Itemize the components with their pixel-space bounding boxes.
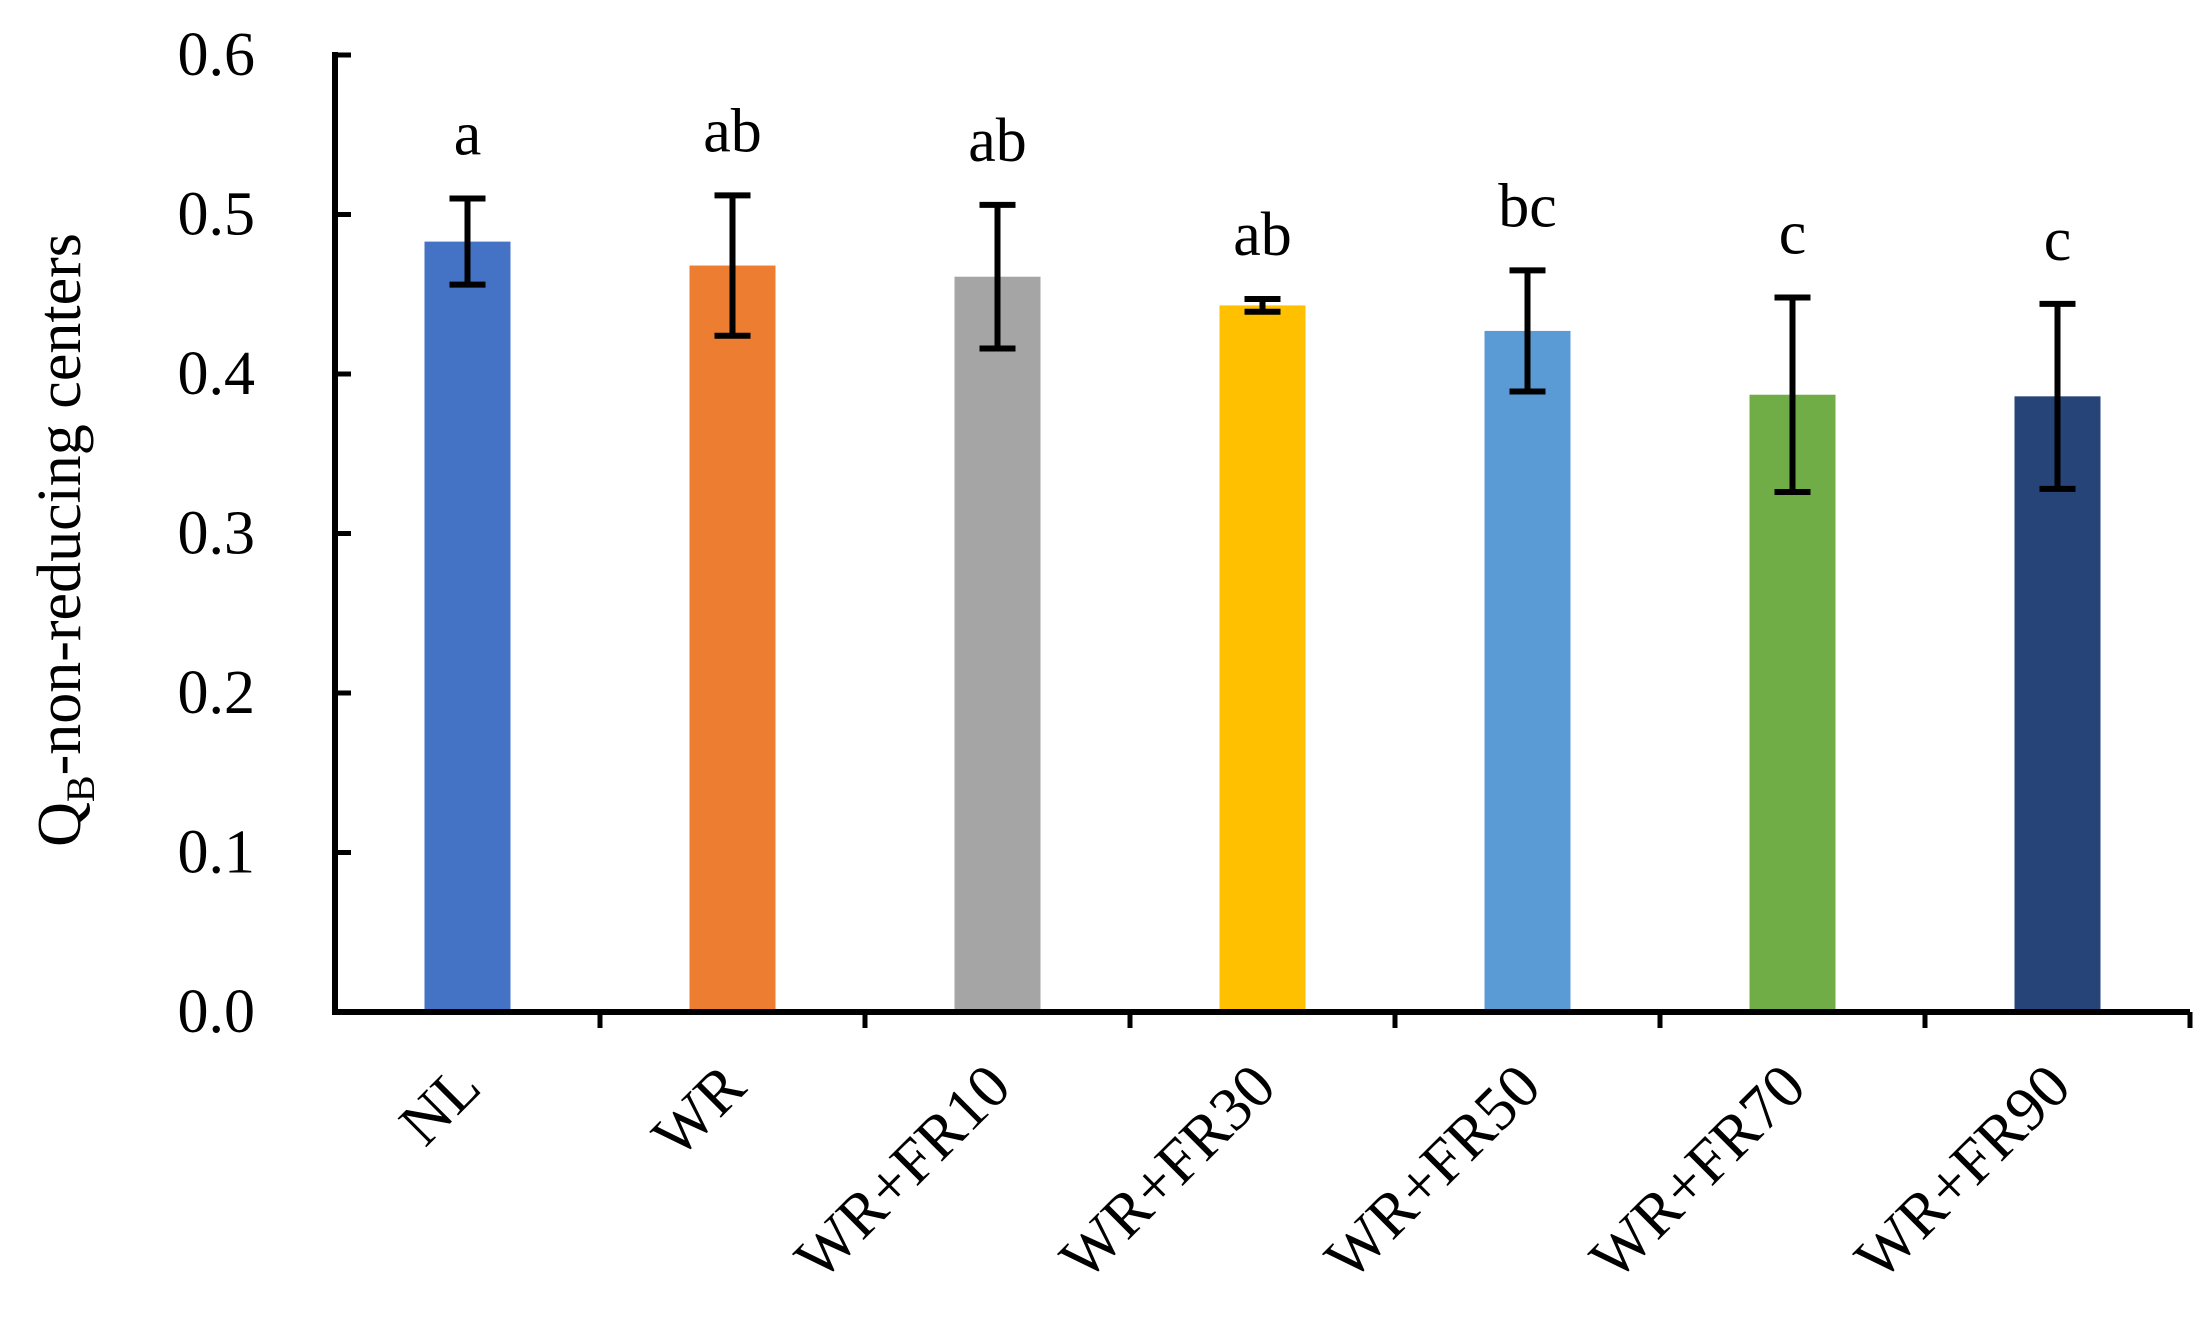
- error-bar-wr-fr30: [1244, 296, 1281, 315]
- x-tick-label: WR+FR10: [782, 1052, 1023, 1293]
- x-tick-label: WR: [640, 1051, 759, 1170]
- y-axis-title: QB-non-reducing centers: [26, 233, 103, 847]
- bars-layer: [424, 241, 2101, 1013]
- x-tick-label: NL: [387, 1052, 494, 1159]
- bar-nl: [424, 241, 511, 1013]
- y-tick-label: 0.5: [178, 181, 256, 249]
- y-axis-title-group: QB-non-reducing centers: [26, 233, 103, 847]
- error-bar-wr-fr70: [1774, 294, 1811, 496]
- bar-wr: [689, 265, 776, 1012]
- significance-label: a: [454, 101, 482, 169]
- y-tick-label: 0.1: [178, 819, 256, 887]
- y-axis-title-prefix: Q: [26, 802, 94, 847]
- significance-label: c: [1779, 199, 1807, 267]
- y-tick-label: 0.4: [178, 340, 256, 408]
- x-labels-layer: NL WR WR+FR10 WR+FR30 WR+FR50 WR+FR70 WR+FR90: [387, 1051, 2084, 1292]
- bar-wr-fr50: [1484, 330, 1571, 1012]
- y-tick-label: 0.6: [178, 21, 256, 89]
- significance-label: ab: [703, 97, 762, 165]
- bar-wr-fr10: [954, 276, 1041, 1013]
- y-axis-title-suffix: -non-reducing centers: [26, 233, 94, 775]
- y-tick-label: 0.3: [178, 500, 256, 568]
- x-tick-label: WR+FR30: [1047, 1052, 1288, 1293]
- bar-wr-fr90: [2014, 396, 2101, 1013]
- bar-wr-fr70: [1749, 394, 1836, 1012]
- error-bar-wr-fr50: [1509, 267, 1546, 395]
- significance-label: bc: [1498, 172, 1557, 240]
- significance-labels-layer: a ab ab ab bc c c: [454, 97, 2072, 273]
- error-bars-layer: [449, 192, 2076, 496]
- significance-label: ab: [1233, 201, 1292, 269]
- error-bar-wr: [714, 192, 751, 339]
- y-tick-label: 0.2: [178, 659, 256, 727]
- x-tick-label: WR+FR70: [1577, 1052, 1818, 1293]
- error-bar-wr-fr10: [979, 201, 1016, 352]
- significance-label: c: [2044, 206, 2072, 274]
- error-bar-wr-fr90: [2039, 300, 2076, 492]
- x-tick-label: WR+FR50: [1312, 1052, 1553, 1293]
- error-bar-nl: [449, 195, 486, 288]
- y-tick-label: 0.0: [178, 978, 256, 1046]
- y-axis-title-subscript: B: [58, 775, 103, 802]
- bar-wr-fr30: [1219, 305, 1306, 1012]
- significance-label: ab: [968, 107, 1027, 175]
- y-ticks-layer: 0.0 0.1 0.2 0.3 0.4 0.5 0.6: [178, 21, 351, 1046]
- x-tick-label: WR+FR90: [1842, 1052, 2083, 1293]
